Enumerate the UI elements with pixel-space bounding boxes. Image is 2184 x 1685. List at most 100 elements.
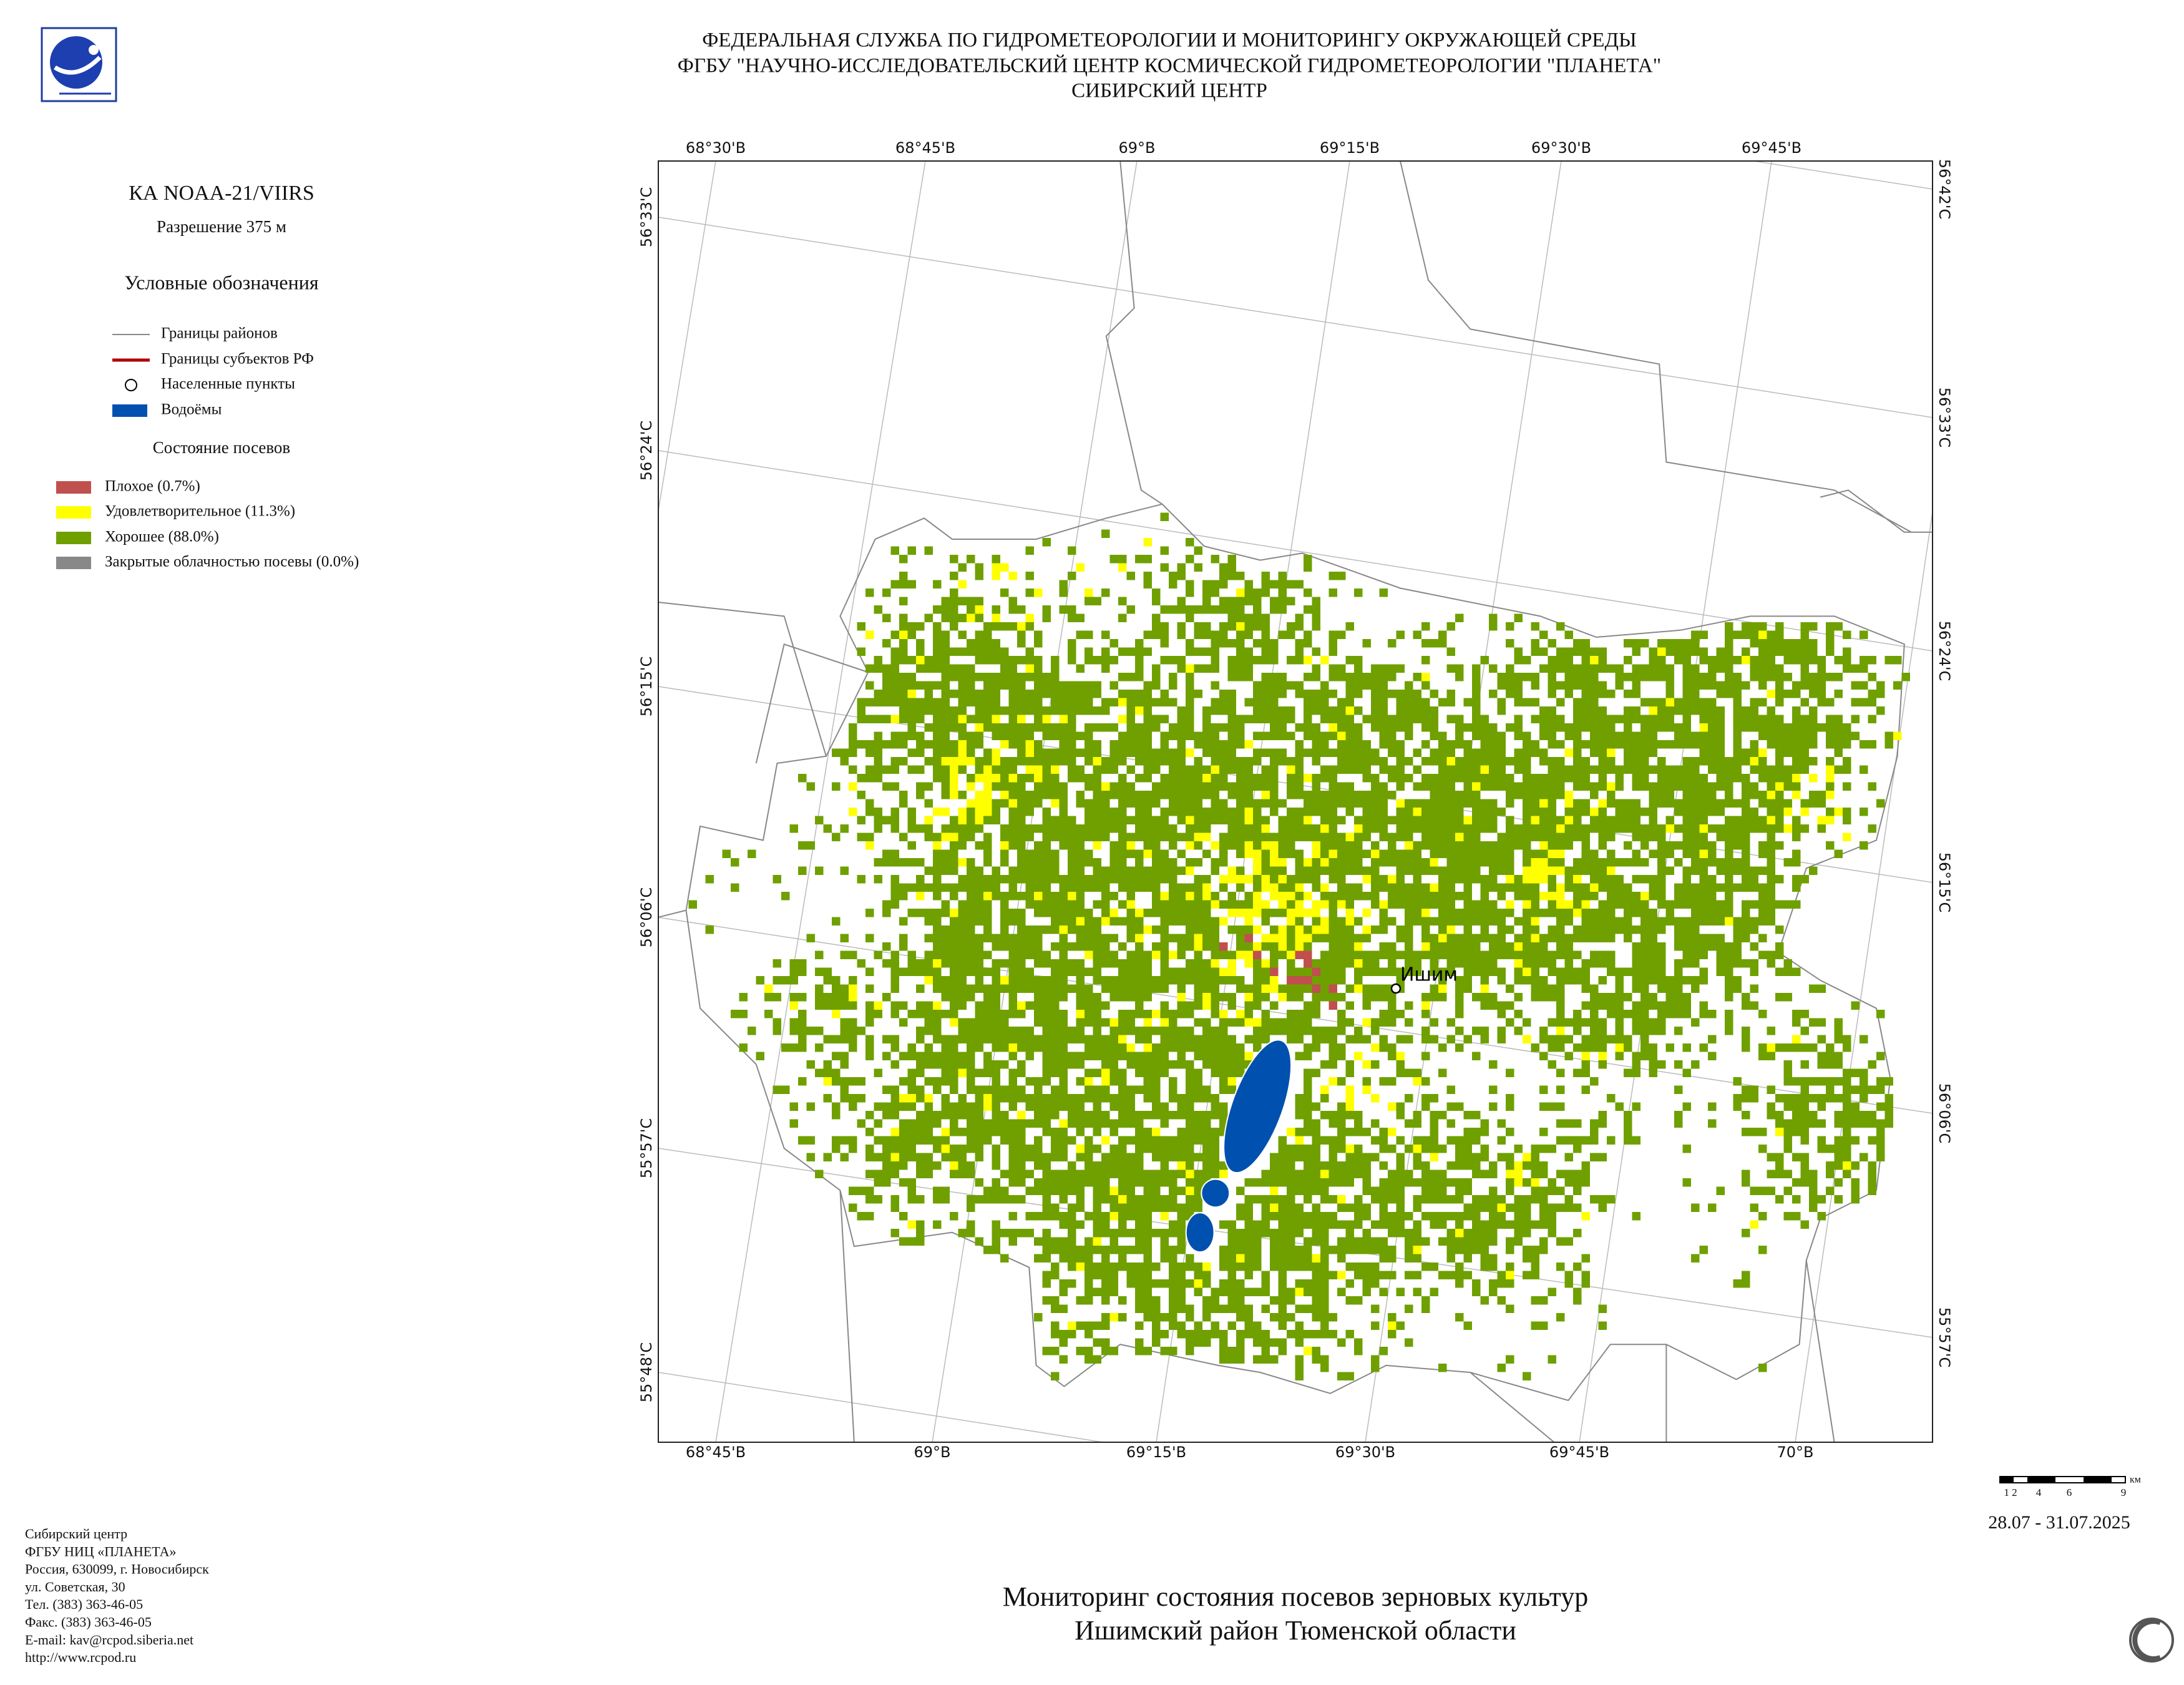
crop-pixel bbox=[1481, 850, 1489, 859]
crop-pixel bbox=[1666, 783, 1675, 791]
crop-pixel bbox=[1498, 1002, 1506, 1010]
crop-pixel bbox=[1304, 824, 1312, 833]
crop-pixel bbox=[1674, 942, 1683, 951]
crop-pixel bbox=[1076, 690, 1085, 698]
crop-pixel bbox=[1194, 1094, 1203, 1103]
crop-pixel bbox=[1017, 740, 1026, 749]
crop-pixel bbox=[1506, 783, 1514, 791]
crop-pixel bbox=[1380, 723, 1388, 732]
crop-pixel bbox=[975, 740, 984, 749]
crop-pixel bbox=[975, 968, 984, 977]
crop-pixel bbox=[1085, 875, 1093, 884]
crop-pixel bbox=[1640, 917, 1649, 926]
crop-pixel bbox=[1590, 824, 1599, 833]
crop-pixel bbox=[1742, 757, 1750, 766]
crop-pixel bbox=[874, 1069, 883, 1078]
crop-pixel bbox=[1868, 824, 1877, 833]
crop-pixel bbox=[1320, 1136, 1329, 1145]
crop-pixel bbox=[1135, 867, 1144, 876]
crop-pixel bbox=[1118, 698, 1127, 707]
crop-pixel bbox=[1304, 799, 1312, 808]
crop-pixel bbox=[950, 1120, 958, 1128]
crop-pixel bbox=[1009, 740, 1018, 749]
crop-pixel bbox=[1236, 656, 1245, 665]
crop-pixel bbox=[908, 1120, 917, 1128]
crop-pixel bbox=[1009, 791, 1018, 799]
crop-pixel bbox=[1430, 732, 1439, 741]
crop-pixel bbox=[1590, 723, 1599, 732]
crop-pixel bbox=[865, 968, 874, 977]
crop-pixel bbox=[1236, 639, 1245, 648]
crop-pixel bbox=[1455, 892, 1464, 901]
crop-pixel bbox=[1169, 766, 1177, 774]
crop-pixel bbox=[1784, 968, 1793, 977]
crop-pixel bbox=[1843, 740, 1851, 749]
crop-pixel bbox=[1085, 783, 1093, 791]
crop-pixel bbox=[865, 1043, 874, 1052]
crop-pixel bbox=[1076, 774, 1085, 783]
crop-pixel bbox=[1599, 706, 1607, 715]
crop-pixel bbox=[1017, 1027, 1026, 1035]
crop-pixel bbox=[689, 901, 698, 909]
crop-pixel bbox=[1523, 799, 1531, 808]
crop-pixel bbox=[1421, 816, 1430, 825]
crop-pixel bbox=[1548, 732, 1557, 741]
crop-pixel bbox=[1161, 690, 1169, 698]
crop-pixel bbox=[1514, 715, 1523, 724]
crop-pixel bbox=[1405, 892, 1413, 901]
district-boundary bbox=[1470, 1372, 1554, 1442]
crop-pixel bbox=[1548, 841, 1557, 850]
crop-pixel bbox=[882, 909, 891, 917]
crop-pixel bbox=[1051, 942, 1060, 951]
crop-pixel bbox=[1346, 1103, 1355, 1111]
crop-pixel bbox=[1792, 791, 1801, 799]
crop-pixel bbox=[992, 622, 1001, 631]
crop-pixel bbox=[958, 706, 967, 715]
crop-pixel bbox=[1472, 901, 1481, 909]
crop-pixel bbox=[1270, 656, 1279, 665]
crop-pixel bbox=[1447, 749, 1456, 758]
crop-pixel bbox=[1775, 690, 1784, 698]
crop-pixel bbox=[1405, 690, 1413, 698]
crop-pixel bbox=[1118, 808, 1127, 816]
crop-pixel bbox=[1194, 824, 1203, 833]
crop-pixel bbox=[1101, 833, 1110, 842]
crop-pixel bbox=[950, 942, 958, 951]
crop-pixel bbox=[1523, 867, 1531, 876]
crop-pixel bbox=[1320, 850, 1329, 859]
crop-pixel bbox=[1767, 824, 1776, 833]
crop-pixel bbox=[1236, 841, 1245, 850]
crop-pixel bbox=[916, 1094, 925, 1103]
crop-pixel bbox=[1186, 580, 1194, 589]
crop-pixel bbox=[1093, 959, 1102, 968]
crop-pixel bbox=[1304, 1010, 1312, 1018]
crop-pixel bbox=[832, 1077, 841, 1086]
crop-pixel bbox=[1464, 985, 1473, 994]
crop-pixel bbox=[1455, 757, 1464, 766]
crop-pixel bbox=[1582, 901, 1591, 909]
crop-pixel bbox=[1017, 1060, 1026, 1069]
crop-pixel bbox=[1161, 732, 1169, 741]
crop-pixel bbox=[1363, 1018, 1372, 1027]
crop-pixel bbox=[908, 1043, 917, 1052]
crop-pixel bbox=[1514, 698, 1523, 707]
crop-pixel bbox=[1464, 816, 1473, 825]
crop-pixel bbox=[1211, 1094, 1220, 1103]
crop-pixel bbox=[1169, 783, 1177, 791]
crop-pixel bbox=[1337, 884, 1346, 892]
crop-pixel bbox=[1060, 1128, 1068, 1136]
crop-pixel bbox=[1599, 665, 1607, 673]
crop-pixel bbox=[1329, 732, 1338, 741]
crop-pixel bbox=[1455, 841, 1464, 850]
crop-pixel bbox=[1270, 892, 1279, 901]
crop-pixel bbox=[1287, 875, 1295, 884]
crop-pixel bbox=[1700, 833, 1709, 842]
crop-pixel bbox=[942, 993, 950, 1002]
crop-pixel bbox=[1017, 656, 1026, 665]
crop-pixel bbox=[1118, 959, 1127, 968]
crop-pixel bbox=[891, 715, 900, 724]
crop-pixel bbox=[1455, 816, 1464, 825]
crop-pixel bbox=[1506, 951, 1514, 960]
crop-pixel bbox=[1177, 1052, 1186, 1061]
crop-pixel bbox=[1657, 648, 1666, 657]
